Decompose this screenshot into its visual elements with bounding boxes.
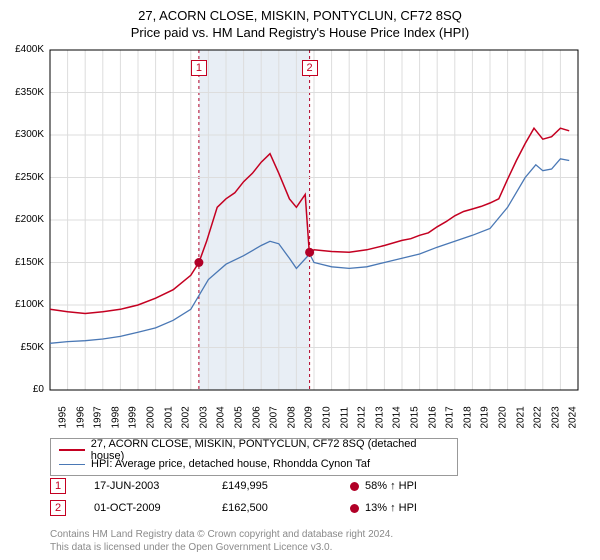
footer-text: Contains HM Land Registry data © Crown c…: [50, 528, 578, 554]
legend-entry: 27, ACORN CLOSE, MISKIN, PONTYCLUN, CF72…: [59, 443, 449, 457]
y-tick-label: £50K: [0, 342, 44, 353]
delta-dot-icon: [350, 482, 359, 491]
x-tick-label: 2010: [322, 399, 333, 429]
x-tick-label: 2024: [568, 399, 579, 429]
chart-plot: [0, 0, 600, 430]
footer-line-2: This data is licensed under the Open Gov…: [50, 541, 578, 554]
y-tick-label: £250K: [0, 172, 44, 183]
y-tick-label: £300K: [0, 129, 44, 140]
x-tick-label: 2022: [533, 399, 544, 429]
transaction-delta: 13% ↑ HPI: [350, 502, 450, 514]
legend-swatch: [59, 464, 85, 465]
x-tick-label: 1999: [128, 399, 139, 429]
marker-flag: 1: [191, 60, 207, 76]
x-tick-label: 2008: [286, 399, 297, 429]
x-tick-label: 1996: [75, 399, 86, 429]
transaction-delta: 58% ↑ HPI: [350, 480, 450, 492]
x-tick-label: 2001: [163, 399, 174, 429]
x-tick-label: 2006: [251, 399, 262, 429]
transaction-marker: 1: [50, 478, 66, 494]
x-tick-label: 2023: [550, 399, 561, 429]
x-tick-label: 2003: [198, 399, 209, 429]
x-tick-label: 2011: [339, 399, 350, 429]
x-tick-label: 2007: [269, 399, 280, 429]
y-tick-label: £200K: [0, 214, 44, 225]
x-tick-label: 2014: [392, 399, 403, 429]
chart-container: 27, ACORN CLOSE, MISKIN, PONTYCLUN, CF72…: [0, 0, 600, 560]
x-tick-label: 2021: [515, 399, 526, 429]
legend-swatch: [59, 449, 85, 451]
y-tick-label: £350K: [0, 87, 44, 98]
transaction-rows: 1 17-JUN-2003 £149,995 58% ↑ HPI 2 01-OCT-200…: [50, 478, 450, 522]
x-tick-label: 1997: [93, 399, 104, 429]
transaction-row: 1 17-JUN-2003 £149,995 58% ↑ HPI: [50, 478, 450, 494]
transaction-date: 17-JUN-2003: [94, 480, 194, 492]
x-tick-label: 1998: [110, 399, 121, 429]
transaction-date: 01-OCT-2009: [94, 502, 194, 514]
y-tick-label: £0: [0, 384, 44, 395]
x-tick-label: 2002: [181, 399, 192, 429]
x-tick-label: 1995: [58, 399, 69, 429]
footer-line-1: Contains HM Land Registry data © Crown c…: [50, 528, 578, 541]
x-tick-label: 2004: [216, 399, 227, 429]
transaction-row: 2 01-OCT-2009 £162,500 13% ↑ HPI: [50, 500, 450, 516]
x-tick-label: 2013: [374, 399, 385, 429]
transaction-marker: 2: [50, 500, 66, 516]
x-tick-label: 2016: [427, 399, 438, 429]
y-tick-label: £400K: [0, 44, 44, 55]
x-tick-label: 2020: [498, 399, 509, 429]
x-tick-label: 2009: [304, 399, 315, 429]
x-tick-label: 2017: [445, 399, 456, 429]
x-tick-label: 2000: [146, 399, 157, 429]
transaction-price: £162,500: [222, 502, 322, 514]
legend-label: HPI: Average price, detached house, Rhon…: [91, 458, 370, 470]
y-tick-label: £150K: [0, 257, 44, 268]
legend: 27, ACORN CLOSE, MISKIN, PONTYCLUN, CF72…: [50, 438, 458, 476]
delta-dot-icon: [350, 504, 359, 513]
marker-flag: 2: [302, 60, 318, 76]
x-tick-label: 2005: [234, 399, 245, 429]
x-tick-label: 2012: [357, 399, 368, 429]
x-tick-label: 2018: [462, 399, 473, 429]
x-tick-label: 2019: [480, 399, 491, 429]
transaction-price: £149,995: [222, 480, 322, 492]
y-tick-label: £100K: [0, 299, 44, 310]
x-tick-label: 2015: [410, 399, 421, 429]
